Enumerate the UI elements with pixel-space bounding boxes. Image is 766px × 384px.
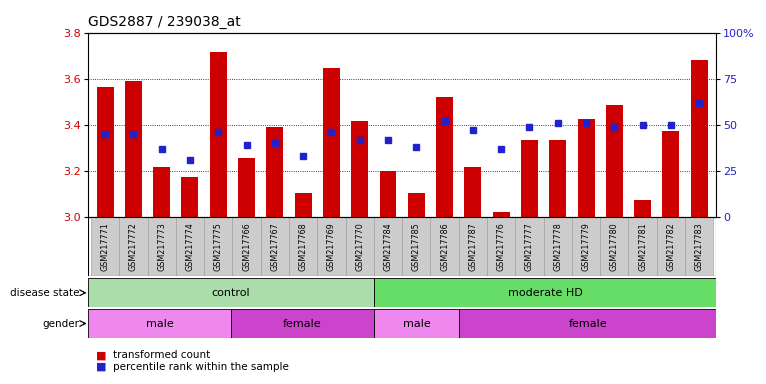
Bar (148, 217, 176, 276)
Bar (231, 309, 374, 338)
Text: GDS2887 / 239038_at: GDS2887 / 239038_at (88, 15, 241, 29)
Bar (352, 121, 368, 217)
Bar (691, 60, 708, 217)
Text: GSM217786: GSM217786 (440, 222, 449, 271)
Text: disease state: disease state (10, 288, 80, 298)
Bar (549, 140, 566, 217)
Bar (379, 171, 397, 217)
Text: ■: ■ (96, 362, 106, 372)
Bar (572, 217, 601, 276)
Text: GSM217780: GSM217780 (610, 222, 619, 271)
Text: ■: ■ (96, 350, 106, 360)
Bar (663, 131, 679, 217)
Bar (125, 81, 142, 217)
Bar (606, 105, 623, 217)
Text: GSM217770: GSM217770 (355, 222, 364, 271)
Bar (459, 217, 487, 276)
Bar (260, 217, 289, 276)
Text: GSM217778: GSM217778 (553, 222, 562, 271)
Text: male: male (403, 318, 430, 329)
Text: GSM217771: GSM217771 (100, 222, 110, 271)
Bar (88, 278, 374, 307)
Text: GSM217779: GSM217779 (581, 222, 591, 271)
Bar (374, 309, 460, 338)
Bar (317, 217, 345, 276)
Bar (460, 309, 716, 338)
Bar (402, 217, 430, 276)
Bar (204, 217, 232, 276)
Text: GSM217781: GSM217781 (638, 222, 647, 271)
Bar (119, 217, 148, 276)
Bar (374, 217, 402, 276)
Text: GSM217766: GSM217766 (242, 222, 251, 271)
Text: gender: gender (43, 318, 80, 329)
Text: GSM217782: GSM217782 (666, 222, 676, 271)
Bar (685, 217, 713, 276)
Bar (374, 278, 716, 307)
Text: GSM217767: GSM217767 (270, 222, 280, 271)
Bar (493, 212, 509, 217)
Bar (176, 217, 204, 276)
Bar (634, 200, 651, 217)
Bar (153, 167, 170, 217)
Bar (210, 52, 227, 217)
Bar (436, 97, 453, 217)
Text: GSM217773: GSM217773 (157, 222, 166, 271)
Text: GSM217769: GSM217769 (327, 222, 336, 271)
Bar (430, 217, 459, 276)
Bar (656, 217, 685, 276)
Text: transformed count: transformed count (113, 350, 210, 360)
Bar (464, 167, 481, 217)
Bar (487, 217, 516, 276)
Text: GSM217784: GSM217784 (384, 222, 392, 271)
Bar (544, 217, 572, 276)
Bar (516, 217, 544, 276)
Text: GSM217772: GSM217772 (129, 222, 138, 271)
Bar (295, 193, 312, 217)
Text: control: control (211, 288, 250, 298)
Text: GSM217787: GSM217787 (468, 222, 477, 271)
Bar (289, 217, 317, 276)
Text: GSM217774: GSM217774 (185, 222, 195, 271)
Text: GSM217776: GSM217776 (496, 222, 506, 271)
Bar (521, 140, 538, 217)
Text: percentile rank within the sample: percentile rank within the sample (113, 362, 289, 372)
Bar (408, 193, 425, 217)
Bar (267, 127, 283, 217)
Bar (628, 217, 656, 276)
Text: GSM217768: GSM217768 (299, 222, 308, 271)
Text: GSM217785: GSM217785 (412, 222, 421, 271)
Text: GSM217777: GSM217777 (525, 222, 534, 271)
Bar (345, 217, 374, 276)
Bar (91, 217, 119, 276)
Bar (88, 309, 231, 338)
Text: male: male (146, 318, 173, 329)
Bar (182, 177, 198, 217)
Bar (238, 158, 255, 217)
Text: moderate HD: moderate HD (508, 288, 582, 298)
Bar (97, 87, 113, 217)
Bar (323, 68, 340, 217)
Bar (578, 119, 594, 217)
Bar (232, 217, 260, 276)
Text: female: female (283, 318, 322, 329)
Text: GSM217775: GSM217775 (214, 222, 223, 271)
Text: GSM217783: GSM217783 (695, 222, 704, 271)
Text: female: female (568, 318, 607, 329)
Bar (601, 217, 628, 276)
